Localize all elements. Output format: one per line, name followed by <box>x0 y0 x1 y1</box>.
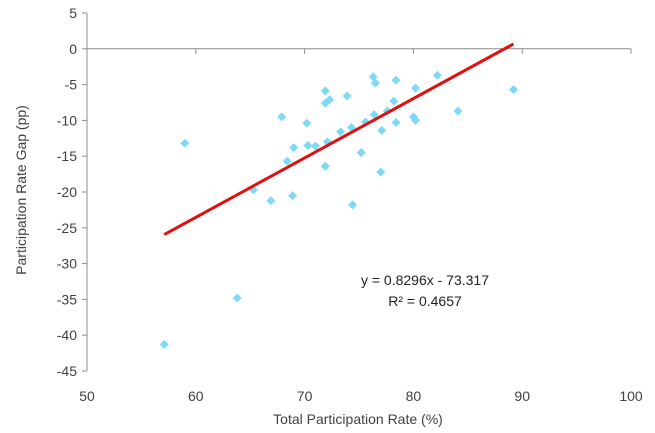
data-point <box>356 148 366 158</box>
data-point <box>347 200 357 210</box>
data-point <box>277 112 287 122</box>
data-point <box>411 83 421 93</box>
y-tick-label: -40 <box>57 327 77 343</box>
data-point <box>289 143 299 153</box>
x-tick-label: 90 <box>514 388 530 404</box>
data-point <box>232 293 242 303</box>
data-point <box>325 95 335 105</box>
data-point <box>391 118 401 128</box>
data-point <box>369 110 379 120</box>
y-tick-label: -35 <box>57 291 77 307</box>
data-point <box>432 70 442 80</box>
data-point <box>453 106 463 116</box>
data-point <box>320 161 330 171</box>
y-tick-label: -30 <box>57 256 77 272</box>
trendline <box>163 42 515 236</box>
data-point <box>320 86 330 96</box>
x-tick-label: 80 <box>406 388 422 404</box>
trendline-layer <box>163 42 515 236</box>
data-point <box>303 140 313 150</box>
data-point <box>391 75 401 85</box>
data-point <box>159 340 169 350</box>
data-point <box>180 138 190 148</box>
y-tick-label: -10 <box>57 112 77 128</box>
trendline-equation: y = 0.8296x - 73.317 <box>361 272 489 288</box>
data-point <box>376 167 386 177</box>
data-point <box>310 141 320 151</box>
data-point <box>411 115 421 125</box>
y-tick-label: -25 <box>57 220 77 236</box>
y-tick-label: -45 <box>57 363 77 379</box>
data-point <box>336 127 346 137</box>
data-point <box>389 96 399 106</box>
x-tick-label: 60 <box>188 388 204 404</box>
data-point <box>370 78 380 88</box>
data-point <box>508 85 518 95</box>
y-tick-label: 5 <box>69 5 77 21</box>
y-tick-label: -15 <box>57 148 77 164</box>
x-tick-label: 100 <box>619 388 643 404</box>
data-point <box>288 191 298 201</box>
data-point <box>282 156 292 166</box>
data-points <box>159 70 518 350</box>
data-point <box>342 91 352 101</box>
x-tick-label: 50 <box>79 388 95 404</box>
data-point <box>377 125 387 135</box>
y-tick-label: -20 <box>57 184 77 200</box>
data-point <box>302 118 312 128</box>
y-axis-title: Participation Rate Gap (pp) <box>13 105 29 275</box>
y-tick-label: -5 <box>65 77 78 93</box>
data-point <box>266 196 276 206</box>
x-tick-label: 70 <box>297 388 313 404</box>
trendline-r-squared: R² = 0.4657 <box>388 293 462 309</box>
x-axis-title: Total Participation Rate (%) <box>273 411 443 427</box>
y-tick-label: 0 <box>69 41 77 57</box>
